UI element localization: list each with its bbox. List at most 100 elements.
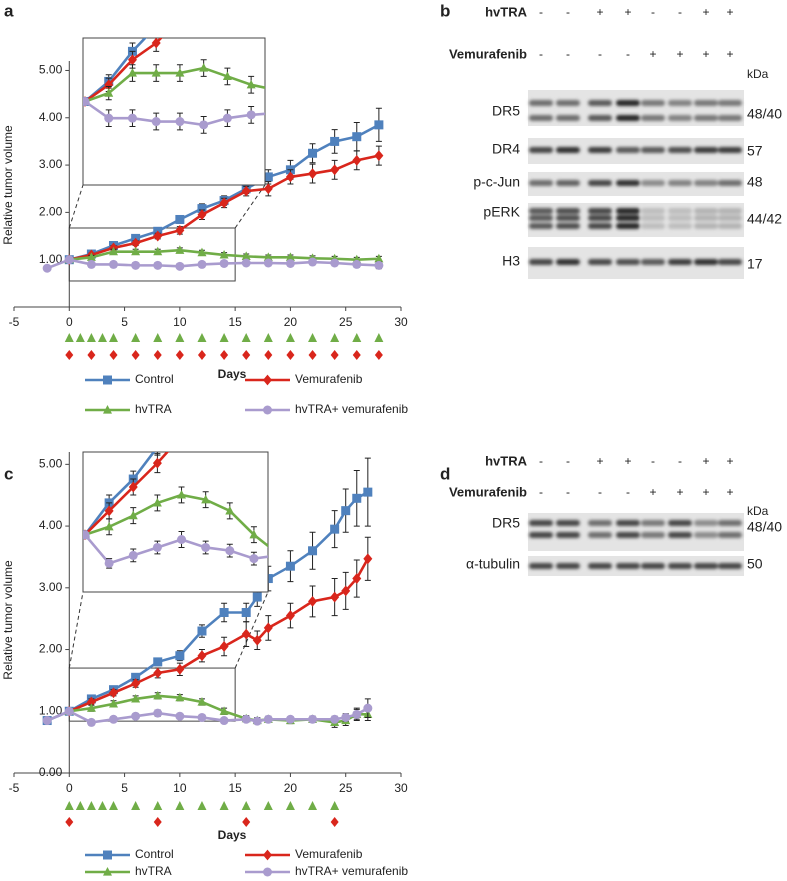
marker (308, 148, 318, 158)
marker (128, 481, 138, 493)
marker (199, 0, 208, 3)
dose-marker (242, 350, 251, 360)
band (529, 259, 553, 265)
error-bar-line (203, 411, 209, 443)
error-bar-line (367, 90, 373, 107)
error-bar (367, 90, 373, 107)
band (694, 180, 718, 186)
band (616, 215, 640, 221)
band (641, 563, 665, 569)
error-bar-line (408, 0, 414, 57)
marker (131, 711, 141, 721)
marker (219, 716, 229, 726)
inset-frame (82, 451, 269, 593)
marker (197, 697, 207, 706)
dose-marker (153, 333, 163, 342)
error-bar-line (343, 88, 349, 105)
condition-sign: - (566, 485, 570, 499)
marker (131, 678, 141, 689)
marker (249, 554, 259, 564)
error-bar (299, 161, 305, 225)
band (616, 520, 640, 526)
y-tick-label: 2.00 (39, 205, 63, 219)
dose-marker (64, 801, 74, 810)
band (668, 147, 692, 153)
dose-marker (153, 817, 162, 827)
legend-label: hvTRA (135, 402, 172, 416)
marker (241, 258, 251, 268)
band (556, 115, 580, 121)
band (694, 563, 718, 569)
error-bar (408, 527, 414, 559)
marker (252, 634, 262, 646)
marker (330, 591, 340, 603)
error-bar (372, 547, 378, 563)
dose-marker (87, 350, 96, 360)
error-bar (272, 105, 278, 122)
dose-marker (197, 333, 207, 342)
band (694, 223, 718, 229)
marker (341, 506, 351, 516)
legend-marker (263, 849, 272, 861)
legend-label: hvTRA+ vemurafenib (295, 402, 408, 416)
marker (394, 538, 403, 547)
marker (308, 714, 318, 724)
error-bar-line (275, 304, 281, 368)
dose-marker (308, 350, 317, 360)
error-bar-line (299, 288, 305, 352)
marker (285, 252, 295, 261)
condition-sign: - (539, 5, 543, 19)
error-bar-line (275, 549, 281, 562)
dose-marker (97, 333, 107, 342)
condition-sign: + (702, 454, 709, 468)
marker (153, 260, 163, 270)
y-axis-title: Relative tumor volume (1, 560, 15, 680)
marker (109, 259, 119, 269)
marker (263, 183, 273, 195)
error-bar (396, 527, 402, 559)
error-bar-line (384, 0, 390, 73)
dose-marker (330, 817, 339, 827)
marker (322, 554, 331, 563)
condition-sign: - (566, 47, 570, 61)
error-bar-line (323, 549, 329, 562)
band (718, 215, 742, 221)
marker (241, 608, 251, 617)
condition-sign: - (539, 47, 543, 61)
band (616, 115, 640, 121)
condition-sign: - (651, 454, 655, 468)
x-axis-title: Days (218, 367, 247, 381)
x-tick-label: 20 (284, 781, 298, 795)
marker (406, 538, 415, 547)
marker (352, 493, 362, 503)
blot-bands (529, 100, 742, 121)
y-tick-label: 4.00 (39, 110, 63, 124)
band (694, 532, 718, 538)
marker (346, 551, 355, 560)
dose-marker (263, 333, 273, 342)
marker (153, 667, 163, 679)
series-line (84, 38, 163, 103)
dose-marker (263, 801, 273, 810)
marker (225, 505, 235, 515)
marker (246, 110, 256, 120)
dose-marker (109, 350, 118, 360)
marker (83, 530, 90, 540)
marker (104, 79, 114, 91)
marker (322, 283, 331, 294)
marker (201, 494, 211, 504)
marker (274, 551, 283, 560)
marker (104, 558, 114, 568)
blot-label: pERK (483, 204, 520, 220)
error-bar-line (414, 90, 420, 107)
error-bar (372, 193, 378, 288)
band (694, 208, 718, 214)
error-bar-line (177, 0, 183, 11)
marker (177, 490, 187, 499)
band (588, 532, 612, 538)
marker (153, 443, 162, 452)
band (588, 563, 612, 569)
band (694, 520, 718, 526)
marker (175, 0, 184, 6)
marker (406, 522, 415, 531)
